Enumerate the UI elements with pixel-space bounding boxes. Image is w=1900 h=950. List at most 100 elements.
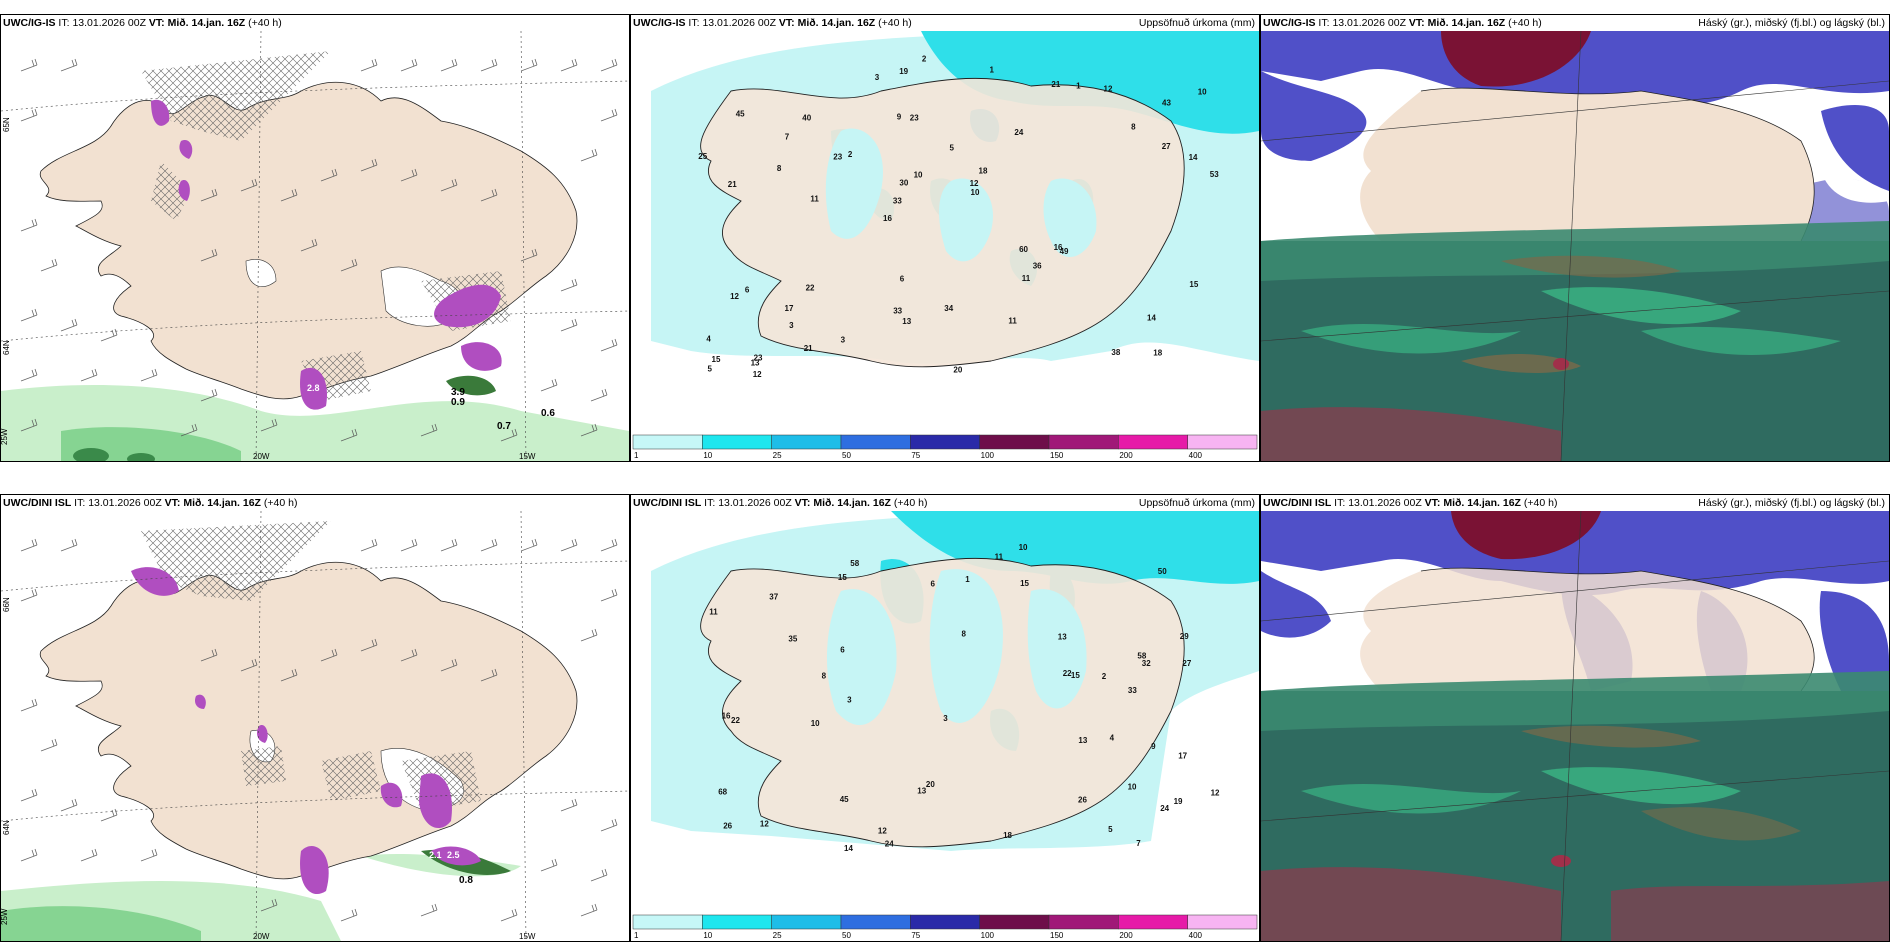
precip-value-label: 21 [728, 180, 737, 189]
wind-map: 65N 64N 20W 15W 25W 3.9 0.9 0.7 0.6 2.8 [1, 31, 629, 461]
precip-value-label: 18 [1003, 831, 1012, 840]
precip-value-label: 12 [1211, 789, 1220, 798]
precip-value-label: 3 [841, 336, 846, 345]
legend-swatch [840, 434, 911, 450]
precip-value-label: 9 [897, 112, 902, 121]
precip-value-label: 11 [1022, 274, 1031, 283]
wind-map-svg: 66N 64N 20W 15W 25W 2.5 0.8 2.1 [1, 511, 629, 941]
legend-svg: 1 10 25 50 75 100 150 200 400 [632, 434, 1258, 459]
precip-value-label: 13 [751, 358, 760, 367]
precip-value-label: 3 [789, 321, 794, 330]
panel-header: UWC/DINI ISL IT: 13.01.2026 00Z VT: Mið.… [1263, 497, 1558, 509]
precip-value-label: 2 [848, 150, 853, 159]
panel-wind-dini: UWC/DINI ISL IT: 13.01.2026 00Z VT: Mið.… [0, 494, 630, 942]
precip-value-label: 21 [804, 344, 813, 353]
precip-value-label: 53 [1210, 170, 1219, 179]
lon-label-20w: 20W [253, 932, 270, 941]
precip-value-label: 3 [875, 73, 880, 82]
precip-map: 10 29 19 8 26 58 58 45 50 35 27 11 33 24 68 37 24 15 20 32 1… [631, 511, 1259, 941]
value-label: 2.5 [447, 850, 460, 860]
precip-value-label: 22 [1063, 669, 1072, 678]
precip-value-label: 27 [1182, 659, 1191, 668]
legend-swatch [771, 914, 842, 930]
precip-value-label: 58 [850, 559, 859, 568]
legend-tick-label: 75 [911, 931, 920, 939]
precip-value-label: 50 [1158, 567, 1167, 576]
precip-value-label: 10 [1128, 783, 1137, 792]
legend-swatch [632, 914, 703, 930]
panel-title: Uppsöfnuð úrkoma (mm) [1138, 497, 1255, 509]
precip-value-label: 8 [822, 671, 827, 680]
hatched-area [141, 51, 331, 141]
value-label: 2.1 [429, 850, 442, 860]
legend-tick-label: 200 [1119, 451, 1133, 459]
precip-value-label: 30 [899, 179, 908, 188]
precip-value-label: 12 [878, 827, 887, 836]
legend-tick-label: 50 [842, 451, 851, 459]
value-label: 0.6 [541, 408, 555, 419]
precip-value-label: 8 [777, 164, 782, 173]
precip-value-label: 16 [883, 214, 892, 223]
precip-value-label: 11 [995, 552, 1004, 561]
precip-value-label: 11 [1008, 316, 1017, 325]
legend-tick-label: 150 [1050, 931, 1064, 939]
panel-wind-ig-is: UWC/IG-IS IT: 13.01.2026 00Z VT: Mið. 14… [0, 14, 630, 462]
precip-value-label: 15 [838, 573, 847, 582]
legend-tick-label: 100 [981, 931, 995, 939]
precip-value-label: 15 [1020, 579, 1029, 588]
precip-value-label: 5 [1108, 825, 1113, 834]
precip-legend: 1 10 25 50 75 100 150 200 400 [631, 433, 1259, 459]
precip-value-label: 4 [706, 334, 711, 343]
value-label: 0.7 [497, 421, 511, 432]
legend-tick-label: 100 [981, 451, 995, 459]
precip-value-label: 2 [922, 55, 927, 64]
panel-cloud-ig-is: UWC/IG-IS IT: 13.01.2026 00Z VT: Mið. 14… [1260, 14, 1890, 462]
precip-value-label: 13 [917, 787, 926, 796]
value-label: 3.9 [451, 387, 465, 398]
precip-value-label: 18 [979, 167, 988, 176]
legend-swatch [1118, 434, 1188, 450]
legend-swatch [979, 434, 1050, 450]
precip-value-label: 17 [1178, 751, 1187, 760]
precip-value-label: 23 [754, 353, 763, 362]
precip-value-label: 58 [1137, 652, 1146, 661]
panel-title: Uppsöfnuð úrkoma (mm) [1138, 17, 1255, 29]
precip-map: 18 21 43 16 24 23 9 5 6 2 4 3 23 18 49 45 19 53 60 27 33 33 30… [631, 31, 1259, 461]
lon-label-20w: 20W [253, 452, 270, 461]
lat-label-64n: 64N [2, 820, 11, 835]
lat-label-66n: 66N [2, 597, 11, 612]
legend-svg: 1 10 25 50 75 100 150 200 400 [632, 914, 1258, 939]
legend-swatch [632, 434, 703, 450]
precip-value-label: 35 [788, 635, 797, 644]
precip-value-label: 2 [1102, 672, 1107, 681]
precip-value-label: 17 [785, 304, 794, 313]
precip-value-label: 68 [718, 787, 727, 796]
precip-value-label: 11 [709, 607, 718, 616]
precip-value-label: 12 [970, 179, 979, 188]
lon-label-25w: 25W [1, 428, 9, 445]
panel-cloud-dini: UWC/DINI ISL IT: 13.01.2026 00Z VT: Mið.… [1260, 494, 1890, 942]
precip-value-label: 22 [806, 283, 815, 292]
precip-value-label: 5 [708, 365, 713, 374]
snow-blob [131, 567, 179, 596]
cloud-map [1261, 31, 1889, 461]
precip-value-label: 22 [731, 716, 740, 725]
precip-value-label: 20 [953, 366, 962, 375]
iceland-land [1360, 568, 1815, 691]
legend-tick-label: 10 [703, 451, 712, 459]
panel-header: UWC/IG-IS IT: 13.01.2026 00Z VT: Mið. 14… [633, 17, 912, 29]
precip-value-label: 37 [769, 592, 778, 601]
panel-title: Háský (gr.), miðský (fj.bl.) og lágský (… [1698, 17, 1885, 29]
high-cloud [1451, 511, 1601, 560]
precip-map-svg: 1821431624239562432318494519536027333330… [631, 31, 1259, 431]
precip-value-label: 27 [1162, 142, 1171, 151]
legend-swatch [1187, 434, 1258, 450]
precip-value-label: 25 [698, 152, 707, 161]
lat-label-66n: 65N [2, 117, 11, 132]
legend-swatch [771, 434, 842, 450]
cloud-map-svg [1261, 31, 1889, 461]
precip-value-label: 12 [1104, 85, 1113, 94]
precip-value-label: 15 [1071, 671, 1080, 680]
precip-value-label: 6 [900, 274, 905, 283]
legend-swatch [1048, 914, 1119, 930]
